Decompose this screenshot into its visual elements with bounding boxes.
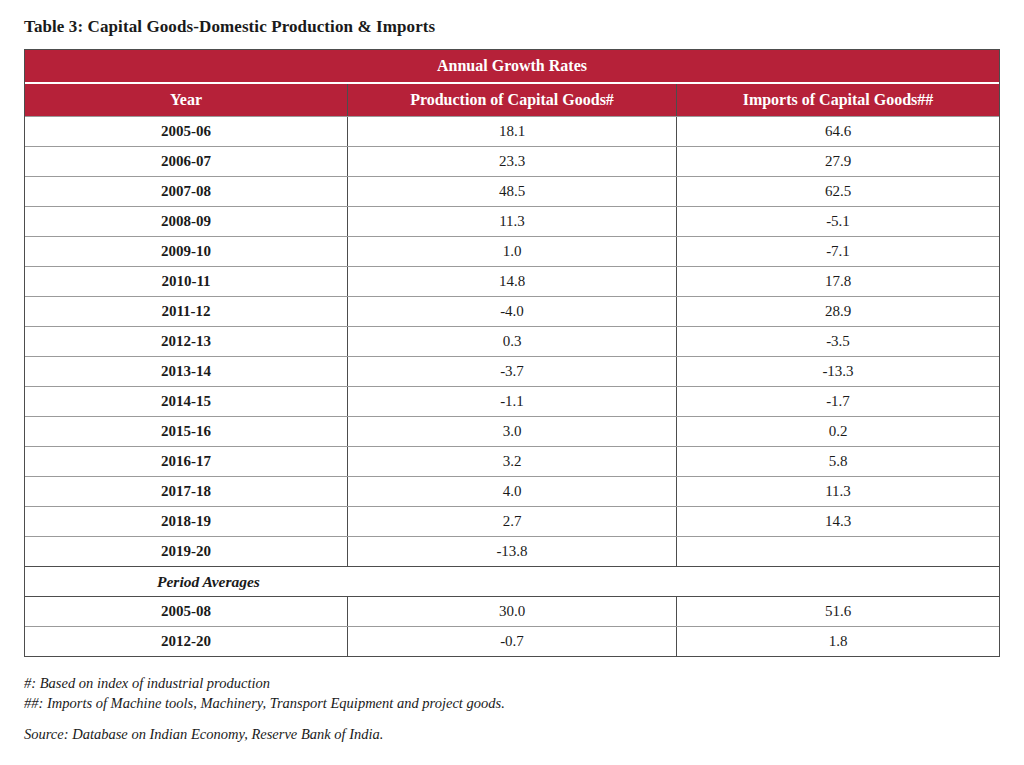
year-cell: 2015-16	[25, 417, 347, 446]
footnote-production: #: Based on index of industrial producti…	[24, 673, 1000, 693]
year-cell: 2011-12	[25, 297, 347, 326]
table-body-annual: 2005-06 18.1 64.6 2006-07 23.3 27.9 2007…	[25, 116, 999, 566]
imports-cell: 11.3	[676, 477, 999, 506]
period-averages-label: Period Averages	[25, 566, 999, 596]
table-row: 2009-10 1.0 -7.1	[25, 236, 999, 266]
table-row: 2006-07 23.3 27.9	[25, 146, 999, 176]
table-row: 2013-14 -3.7 -13.3	[25, 356, 999, 386]
production-cell: 3.0	[347, 417, 676, 446]
production-cell: 11.3	[347, 207, 676, 236]
table-row: 2017-18 4.0 11.3	[25, 476, 999, 506]
production-cell: 3.2	[347, 447, 676, 476]
imports-cell: 1.8	[676, 627, 999, 656]
production-cell: 0.3	[347, 327, 676, 356]
year-cell: 2012-20	[25, 627, 347, 656]
production-cell: -4.0	[347, 297, 676, 326]
column-header-year: Year	[25, 84, 347, 116]
year-cell: 2006-07	[25, 147, 347, 176]
table-header-row: Year Production of Capital Goods# Import…	[25, 84, 999, 116]
production-cell: -13.8	[347, 537, 676, 566]
imports-cell: 17.8	[676, 267, 999, 296]
production-cell: 30.0	[347, 597, 676, 626]
table-row: 2005-08 30.0 51.6	[25, 596, 999, 626]
production-cell: -1.1	[347, 387, 676, 416]
year-cell: 2017-18	[25, 477, 347, 506]
table-row: 2011-12 -4.0 28.9	[25, 296, 999, 326]
production-cell: 14.8	[347, 267, 676, 296]
imports-cell: -3.5	[676, 327, 999, 356]
production-cell: 23.3	[347, 147, 676, 176]
imports-cell: 51.6	[676, 597, 999, 626]
imports-cell: 64.6	[676, 117, 999, 146]
year-cell: 2013-14	[25, 357, 347, 386]
footnotes: #: Based on index of industrial producti…	[24, 673, 1000, 713]
table-row: 2010-11 14.8 17.8	[25, 266, 999, 296]
year-cell: 2005-06	[25, 117, 347, 146]
page: Table 3: Capital Goods-Domestic Producti…	[0, 0, 1024, 743]
table-body-averages: 2005-08 30.0 51.6 2012-20 -0.7 1.8	[25, 596, 999, 656]
production-cell: 1.0	[347, 237, 676, 266]
column-header-production: Production of Capital Goods#	[347, 84, 676, 116]
table-row: 2014-15 -1.1 -1.7	[25, 386, 999, 416]
imports-cell: 5.8	[676, 447, 999, 476]
year-cell: 2019-20	[25, 537, 347, 566]
production-cell: -0.7	[347, 627, 676, 656]
imports-cell: -1.7	[676, 387, 999, 416]
table-row: 2019-20 -13.8	[25, 536, 999, 566]
production-cell: 4.0	[347, 477, 676, 506]
year-cell: 2005-08	[25, 597, 347, 626]
year-cell: 2010-11	[25, 267, 347, 296]
production-cell: 18.1	[347, 117, 676, 146]
year-cell: 2009-10	[25, 237, 347, 266]
imports-cell: 0.2	[676, 417, 999, 446]
imports-cell	[676, 537, 999, 566]
imports-cell: 28.9	[676, 297, 999, 326]
imports-cell: -5.1	[676, 207, 999, 236]
table-row: 2012-20 -0.7 1.8	[25, 626, 999, 656]
footnote-imports: ##: Imports of Machine tools, Machinery,…	[24, 693, 1000, 713]
year-cell: 2014-15	[25, 387, 347, 416]
table-row: 2018-19 2.7 14.3	[25, 506, 999, 536]
production-cell: 2.7	[347, 507, 676, 536]
table-row: 2005-06 18.1 64.6	[25, 116, 999, 146]
production-cell: 48.5	[347, 177, 676, 206]
column-header-imports: Imports of Capital Goods##	[676, 84, 999, 116]
year-cell: 2012-13	[25, 327, 347, 356]
table-row: 2016-17 3.2 5.8	[25, 446, 999, 476]
imports-cell: 14.3	[676, 507, 999, 536]
imports-cell: -13.3	[676, 357, 999, 386]
imports-cell: 27.9	[676, 147, 999, 176]
table-title: Table 3: Capital Goods-Domestic Producti…	[24, 17, 1000, 37]
production-cell: -3.7	[347, 357, 676, 386]
table-row: 2007-08 48.5 62.5	[25, 176, 999, 206]
source-note: Source: Database on Indian Economy, Rese…	[24, 726, 1000, 743]
imports-cell: -7.1	[676, 237, 999, 266]
growth-rates-table: Annual Growth Rates Year Production of C…	[24, 49, 1000, 657]
year-cell: 2016-17	[25, 447, 347, 476]
year-cell: 2008-09	[25, 207, 347, 236]
year-cell: 2018-19	[25, 507, 347, 536]
year-cell: 2007-08	[25, 177, 347, 206]
table-row: 2015-16 3.0 0.2	[25, 416, 999, 446]
table-banner: Annual Growth Rates	[25, 50, 999, 82]
table-row: 2008-09 11.3 -5.1	[25, 206, 999, 236]
table-row: 2012-13 0.3 -3.5	[25, 326, 999, 356]
imports-cell: 62.5	[676, 177, 999, 206]
